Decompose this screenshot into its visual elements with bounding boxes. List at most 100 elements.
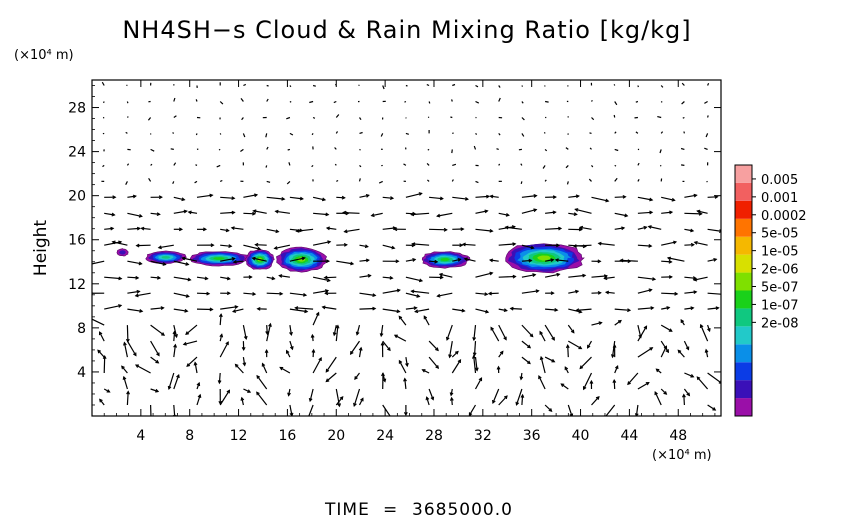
- wind-vector: [242, 324, 247, 340]
- wind-vector-head: [468, 412, 473, 416]
- wind-vector: [253, 210, 267, 214]
- wind-vector: [336, 179, 339, 182]
- wind-vector: [614, 148, 619, 152]
- wind-vector-head: [197, 393, 202, 399]
- wind-vector: [696, 376, 709, 390]
- wind-vector: [359, 292, 376, 297]
- y-tick-label: 12: [68, 277, 86, 293]
- wind-vector: [219, 334, 223, 342]
- wind-vector: [451, 149, 453, 154]
- wind-vector-head: [209, 307, 214, 312]
- wind-vector-head: [315, 311, 320, 316]
- wind-vector: [219, 133, 222, 135]
- wind-vector-head: [251, 256, 256, 261]
- wind-vector-head: [257, 246, 262, 251]
- wind-vector-head: [150, 418, 153, 421]
- wind-vector: [333, 324, 337, 336]
- x-tick-label: 44: [620, 428, 638, 444]
- wind-vector: [358, 347, 362, 358]
- wind-vector: [490, 327, 500, 342]
- wind-vector-head: [379, 333, 384, 338]
- wind-vector-head: [565, 344, 570, 349]
- colorbar-swatch: [735, 380, 752, 399]
- wind-vector: [492, 388, 500, 404]
- wind-vector: [473, 341, 477, 356]
- wind-vector: [173, 210, 187, 214]
- wind-vector-head: [449, 392, 454, 397]
- wind-vector: [451, 99, 453, 102]
- wind-vector-head: [289, 346, 294, 351]
- x-tick-label: 16: [279, 428, 297, 444]
- wind-vector-head: [622, 195, 627, 199]
- wind-vector-head: [666, 306, 671, 310]
- wind-vector-head: [323, 275, 328, 280]
- wind-vector: [196, 394, 201, 406]
- wind-vector: [359, 148, 361, 151]
- y-unit-label: (×10⁴ m): [14, 48, 74, 63]
- wind-vector-head: [325, 378, 330, 383]
- wind-vector: [172, 181, 175, 184]
- wind-vector: [707, 196, 718, 198]
- wind-vector: [498, 275, 516, 278]
- wind-vector-head: [492, 399, 496, 405]
- wind-vector: [150, 356, 159, 364]
- wind-vector: [324, 276, 337, 279]
- wind-vector-head: [372, 306, 377, 311]
- y-axis: 4 8 12 16 20 24 28: [68, 85, 721, 406]
- wind-vector-head: [671, 197, 676, 202]
- wind-vector: [452, 83, 456, 87]
- wind-vector: [266, 146, 269, 150]
- wind-vector: [452, 132, 454, 134]
- wind-vector-head: [294, 306, 299, 310]
- wind-vector: [358, 398, 364, 406]
- wind-vector-head: [252, 211, 257, 216]
- wind-vector: [170, 148, 174, 150]
- colorbar-label: 2e-08: [761, 316, 799, 331]
- wind-vector-head: [649, 347, 654, 351]
- cloud-contour: [119, 250, 126, 255]
- wind-vector: [452, 196, 468, 200]
- wind-vector-head: [231, 256, 236, 261]
- wind-vector: [359, 244, 368, 248]
- wind-vector: [683, 340, 690, 350]
- wind-vector: [565, 147, 569, 150]
- wind-vector-head: [405, 362, 409, 368]
- x-tick-label: 40: [572, 428, 590, 444]
- wind-vector-head: [138, 261, 143, 266]
- wind-vector: [243, 194, 258, 198]
- wind-vector: [173, 196, 185, 201]
- wind-vector: [102, 164, 105, 168]
- wind-vector: [613, 114, 616, 118]
- wind-vector: [322, 306, 337, 310]
- wind-vector-head: [648, 244, 653, 248]
- wind-vector: [684, 372, 694, 378]
- wind-vector: [125, 131, 128, 134]
- wind-vector: [462, 243, 476, 246]
- wind-vector: [405, 192, 422, 198]
- wind-vector-head: [682, 393, 686, 398]
- wind-vector-head: [643, 225, 648, 230]
- wind-vector: [289, 325, 292, 335]
- wind-vector: [637, 211, 653, 214]
- wind-vector: [289, 132, 294, 136]
- wind-vector: [637, 325, 648, 342]
- wind-vector-head: [589, 379, 594, 384]
- wind-vector: [567, 404, 573, 416]
- wind-vector-head: [416, 294, 421, 298]
- wind-vector: [309, 100, 314, 104]
- wind-vector-head: [499, 350, 504, 355]
- wind-vector-head: [551, 336, 555, 341]
- wind-vector-head: [337, 403, 342, 408]
- wind-vector-head: [674, 291, 679, 296]
- x-axis: 4 8 12 16 20 24 28 32 36 40 44 48: [103, 80, 716, 444]
- wind-vector-head: [339, 395, 344, 400]
- wind-vector: [614, 196, 626, 198]
- wind-vector: [451, 397, 453, 406]
- wind-vector: [334, 147, 337, 150]
- wind-vector-head: [486, 194, 491, 199]
- wind-vector-head: [256, 374, 261, 379]
- wind-vector: [335, 131, 339, 134]
- wind-vector: [660, 388, 667, 395]
- colorbar-swatch: [735, 308, 752, 327]
- wind-vector-head: [218, 313, 223, 318]
